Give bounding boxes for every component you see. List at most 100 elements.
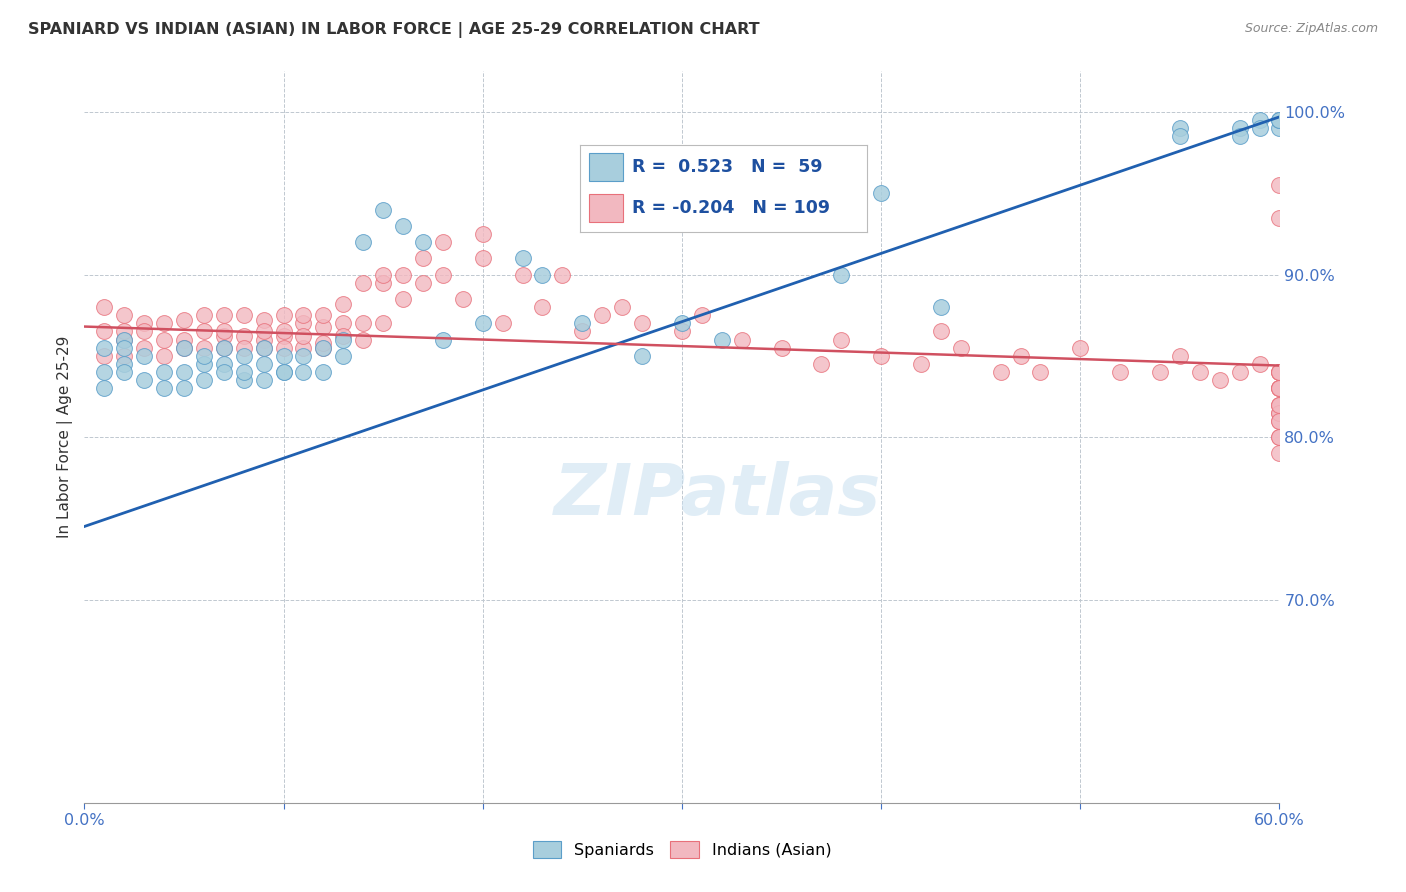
- Point: [352, 235, 374, 249]
- Point: [232, 341, 254, 355]
- Point: [492, 316, 515, 330]
- Point: [1149, 365, 1171, 379]
- Point: [870, 349, 893, 363]
- Point: [1010, 349, 1032, 363]
- Point: [173, 313, 195, 327]
- Point: [1268, 381, 1291, 395]
- Point: [312, 308, 335, 322]
- Point: [1249, 113, 1271, 128]
- Point: [212, 325, 235, 339]
- Point: [1168, 121, 1191, 136]
- Point: [93, 341, 115, 355]
- Point: [112, 341, 135, 355]
- Point: [93, 325, 115, 339]
- Point: [253, 341, 276, 355]
- Point: [212, 329, 235, 343]
- Point: [432, 268, 454, 282]
- Point: [332, 297, 354, 311]
- Point: [1249, 357, 1271, 371]
- Point: [253, 325, 276, 339]
- Point: [93, 349, 115, 363]
- Point: [551, 268, 574, 282]
- Point: [173, 365, 195, 379]
- Point: [1209, 373, 1232, 387]
- Point: [292, 308, 315, 322]
- Point: [1268, 365, 1291, 379]
- Point: [451, 292, 474, 306]
- Point: [392, 268, 415, 282]
- Point: [112, 349, 135, 363]
- Point: [132, 373, 156, 387]
- Legend: Spaniards, Indians (Asian): Spaniards, Indians (Asian): [526, 835, 838, 864]
- Point: [412, 235, 434, 249]
- Point: [273, 341, 295, 355]
- Point: [253, 333, 276, 347]
- Point: [273, 308, 295, 322]
- Point: [373, 268, 395, 282]
- Point: [770, 341, 793, 355]
- Point: [1268, 430, 1291, 444]
- Point: [332, 329, 354, 343]
- Point: [531, 300, 554, 314]
- Point: [132, 316, 156, 330]
- Point: [173, 341, 195, 355]
- Point: [332, 349, 354, 363]
- Point: [571, 316, 593, 330]
- Point: [312, 365, 335, 379]
- Point: [352, 333, 374, 347]
- Point: [212, 341, 235, 355]
- Point: [949, 341, 972, 355]
- Point: [612, 300, 634, 314]
- Point: [212, 341, 235, 355]
- Point: [810, 357, 832, 371]
- Point: [332, 333, 354, 347]
- Point: [193, 341, 215, 355]
- Point: [1268, 365, 1291, 379]
- Point: [112, 325, 135, 339]
- Point: [232, 349, 254, 363]
- Point: [471, 252, 494, 266]
- Point: [1168, 129, 1191, 144]
- Point: [392, 292, 415, 306]
- Point: [253, 357, 276, 371]
- Point: [212, 357, 235, 371]
- Point: [132, 341, 156, 355]
- Point: [1268, 406, 1291, 420]
- Point: [512, 268, 534, 282]
- Point: [112, 365, 135, 379]
- Point: [1188, 365, 1211, 379]
- Point: [173, 333, 195, 347]
- Point: [253, 341, 276, 355]
- Point: [132, 349, 156, 363]
- Point: [153, 349, 176, 363]
- Point: [1268, 406, 1291, 420]
- Point: [232, 365, 254, 379]
- Point: [1268, 381, 1291, 395]
- Point: [253, 373, 276, 387]
- Point: [731, 333, 754, 347]
- Point: [1268, 211, 1291, 225]
- Point: [232, 329, 254, 343]
- Point: [93, 300, 115, 314]
- Point: [292, 316, 315, 330]
- Point: [93, 381, 115, 395]
- Point: [273, 325, 295, 339]
- Point: [273, 349, 295, 363]
- Text: ZIPatlas: ZIPatlas: [554, 461, 882, 530]
- Point: [1268, 121, 1291, 136]
- Point: [990, 365, 1012, 379]
- Point: [173, 341, 195, 355]
- Point: [312, 341, 335, 355]
- Point: [671, 316, 693, 330]
- Point: [929, 300, 952, 314]
- Point: [710, 333, 733, 347]
- Point: [1268, 178, 1291, 193]
- Point: [352, 276, 374, 290]
- Point: [1229, 121, 1251, 136]
- Point: [929, 325, 952, 339]
- Point: [830, 268, 852, 282]
- Point: [412, 276, 434, 290]
- Point: [1268, 381, 1291, 395]
- Point: [292, 341, 315, 355]
- Point: [1268, 365, 1291, 379]
